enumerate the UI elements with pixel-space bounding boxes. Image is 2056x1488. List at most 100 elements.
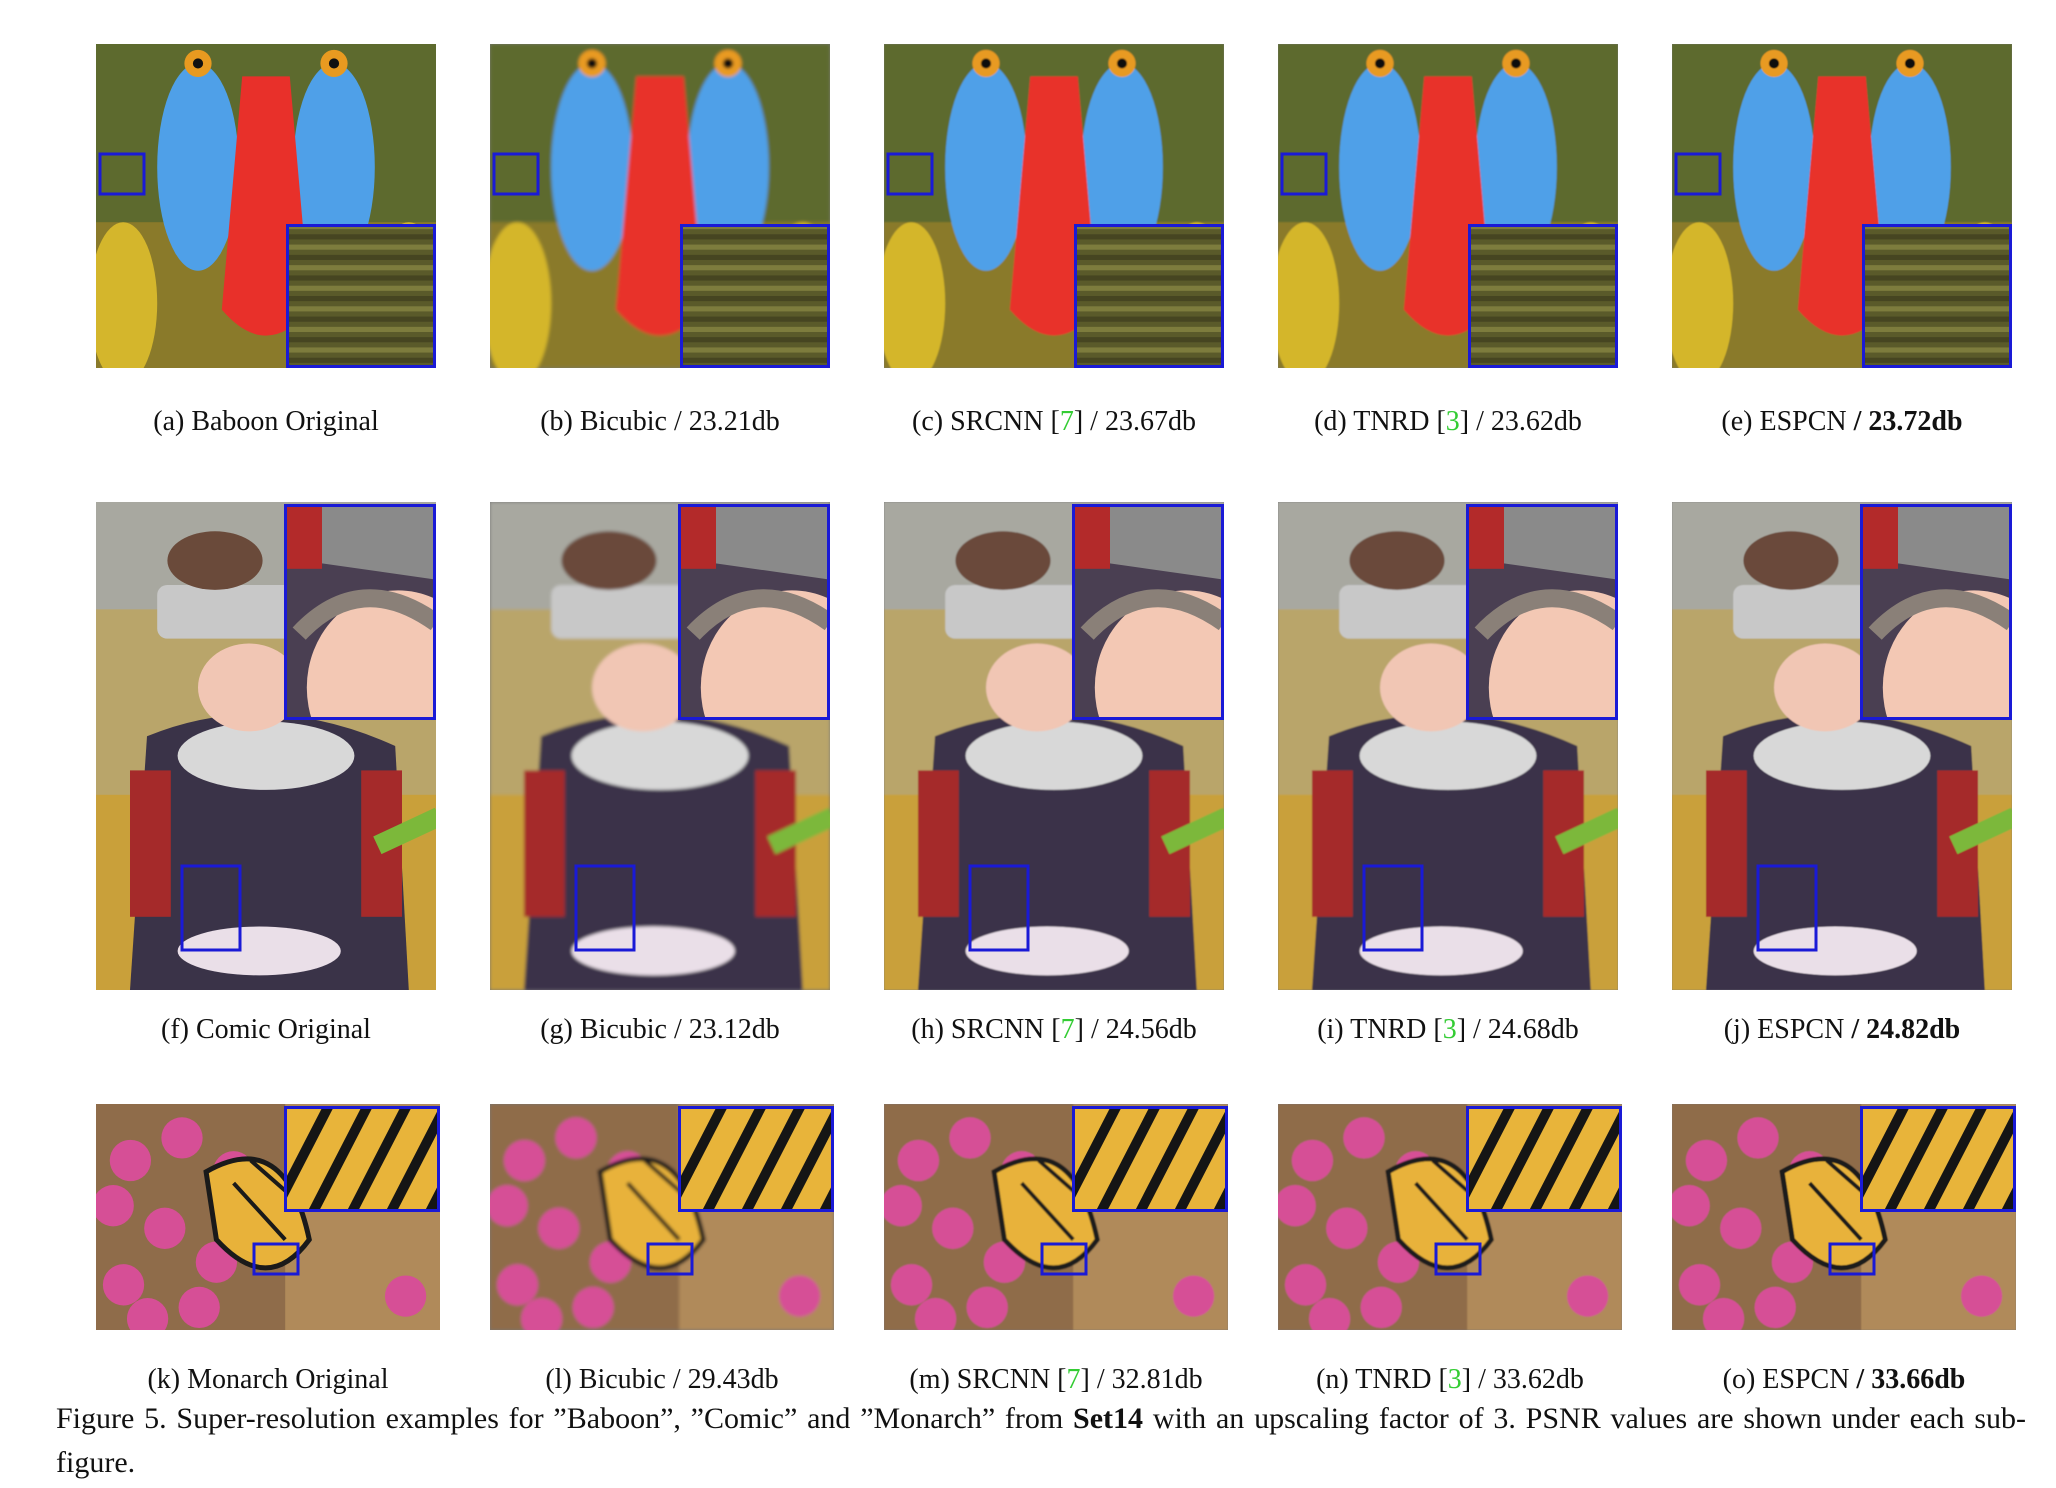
pink-flower (890, 1264, 933, 1306)
zoom-inset (678, 1106, 834, 1212)
baboon-panel-2 (490, 44, 830, 368)
psnr-value: 23.21db (688, 406, 780, 437)
psnr-value: / 33.66db (1856, 1364, 1966, 1395)
pink-flower (884, 1185, 922, 1227)
hands (571, 926, 735, 976)
figure-caption: Figure 5. Super-resolution examples for … (56, 1397, 2026, 1485)
comic-caption-1: (f) Comic Original (66, 1013, 466, 1047)
pink-flower (897, 1139, 940, 1182)
citation-link[interactable]: 3 (1447, 1364, 1462, 1395)
subfigure-label: (c) SRCNN (912, 406, 1044, 437)
baboon-caption-2: (b) Bicubic / 23.21db (540, 406, 780, 437)
monarch-panel-5 (1672, 1104, 2016, 1330)
silver-necklace (177, 721, 355, 790)
psnr-value: 24.56db (1105, 1014, 1197, 1045)
zoom-inset (1860, 504, 2012, 720)
caption-dataset: Set14 (1073, 1402, 1144, 1435)
crop-region-marker (1280, 152, 1328, 196)
pink-flower (1672, 1185, 1710, 1227)
zoom-inset-border (680, 224, 830, 368)
pink-flower (914, 1298, 957, 1330)
comic-image (1672, 502, 2012, 990)
pink-flower (1702, 1298, 1745, 1330)
left-cheek (1733, 63, 1815, 271)
citation-link[interactable]: 7 (1060, 1014, 1075, 1045)
zoom-inset-border (1074, 224, 1224, 368)
pink-flower (96, 1185, 134, 1227)
pink-flower (1308, 1298, 1351, 1330)
monarch-caption-4: (n) TNRD [3] / 33.62db (1316, 1364, 1584, 1395)
citation-link[interactable]: 7 (1066, 1364, 1081, 1395)
citation-link[interactable]: 7 (1059, 406, 1074, 437)
pink-flower (1960, 1275, 2003, 1317)
zoom-inset (1860, 1106, 2016, 1212)
citation-link[interactable]: 3 (1445, 406, 1460, 437)
monarch-panel-1 (96, 1104, 440, 1330)
right-cheek (1081, 63, 1163, 271)
comic-image (96, 502, 436, 990)
pink-flower (1685, 1139, 1728, 1182)
pink-flower (1754, 1286, 1796, 1329)
comic-panel-3 (884, 502, 1224, 990)
baboon-caption-4: (d) TNRD [3] / 23.62db (1314, 406, 1582, 437)
monarch-image (1672, 1104, 2016, 1330)
subfigure-label: (g) Bicubic (540, 1014, 667, 1045)
comic-image (1278, 502, 1618, 990)
zoom-inset-border (678, 1106, 834, 1212)
pink-flower (144, 1207, 186, 1249)
hands (1753, 926, 1917, 976)
silver-necklace (965, 721, 1143, 790)
subfigure-label: (i) TNRD (1317, 1014, 1427, 1045)
right-cheek (1475, 63, 1557, 271)
pink-flower (178, 1286, 220, 1329)
pink-flower (126, 1298, 169, 1330)
pink-flower (109, 1139, 152, 1182)
silver-necklace (1753, 721, 1931, 790)
crop-region-marker (1828, 1242, 1876, 1276)
pink-flower (778, 1275, 821, 1317)
face (986, 643, 1088, 732)
subfigure-label: (o) ESPCN (1722, 1364, 1850, 1395)
pink-flower (1360, 1286, 1402, 1329)
baboon-caption-3: (c) SRCNN [7] / 23.67db (912, 406, 1196, 437)
psnr-value: 23.12db (688, 1014, 780, 1045)
monarch-caption-5: (o) ESPCN / 33.66db (1644, 1363, 2044, 1397)
subfigure-label: (j) ESPCN (1723, 1014, 1845, 1045)
crop-region-marker (180, 864, 242, 952)
zoom-inset (1862, 224, 2012, 368)
silver-necklace (571, 721, 749, 790)
pink-flower (555, 1117, 597, 1159)
pink-flower (490, 1185, 528, 1227)
comic-caption-2: (g) Bicubic / 23.12db (540, 1014, 780, 1045)
caption-text-after: with an upscaling factor of 3. PSNR valu… (56, 1402, 2026, 1479)
zoom-inset (1074, 224, 1224, 368)
pink-flower (949, 1117, 991, 1159)
pink-flower (1291, 1139, 1334, 1182)
baboon-image (1672, 44, 2012, 368)
subfigure-label: (n) TNRD (1316, 1364, 1432, 1395)
dark-jacket (918, 714, 1197, 990)
crop-region-marker (886, 152, 934, 196)
zoom-inset (1072, 504, 1224, 720)
zoom-inset-border (1072, 1106, 1228, 1212)
comic-panel-2 (490, 502, 830, 990)
comic-panel-1 (96, 502, 436, 990)
baboon-image (884, 44, 1224, 368)
zoom-inset (284, 1106, 440, 1212)
dark-jacket (1706, 714, 1985, 990)
zoom-inset-border (1860, 1106, 2016, 1212)
zoom-inset (1466, 504, 1618, 720)
left-cheek (945, 63, 1027, 271)
zoom-inset-border (1072, 504, 1224, 720)
citation-link[interactable]: 3 (1442, 1014, 1457, 1045)
pink-flower (572, 1286, 614, 1329)
pink-flower (1343, 1117, 1385, 1159)
psnr-value: 23.67db (1104, 406, 1196, 437)
crop-region-marker (492, 152, 540, 196)
pink-flower (932, 1207, 974, 1249)
pink-flower (1284, 1264, 1327, 1306)
crop-region-marker (1674, 152, 1722, 196)
crop-region-marker (1756, 864, 1818, 952)
comic-panel-4 (1278, 502, 1618, 990)
left-cheek (551, 63, 633, 271)
